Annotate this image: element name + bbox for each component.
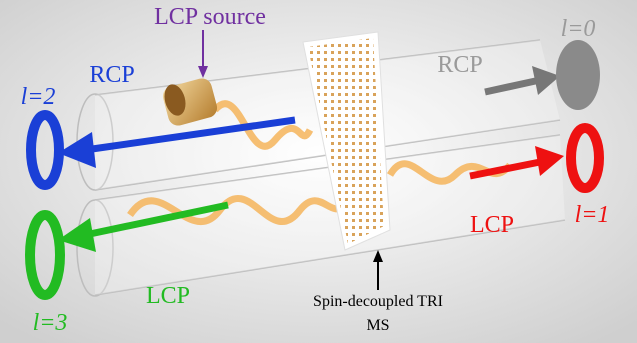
order-label: l=0 [561,16,596,42]
ms-caption: Spin-decoupled TRI [313,293,443,310]
handedness-label: LCP [146,283,190,309]
diagram: LCP source RCP l=2 RCP l=0 LCP l=1 LCP l… [0,0,637,343]
order-label: l=3 [33,310,68,336]
order-label: l=2 [21,84,56,110]
handedness-label: RCP [89,62,134,88]
handedness-label: LCP [470,212,514,238]
order-label: l=1 [575,202,610,228]
ms-caption: MS [366,317,389,334]
disk-l0 [556,40,600,110]
source-label: LCP source [154,4,266,30]
handedness-label: RCP [437,52,482,78]
